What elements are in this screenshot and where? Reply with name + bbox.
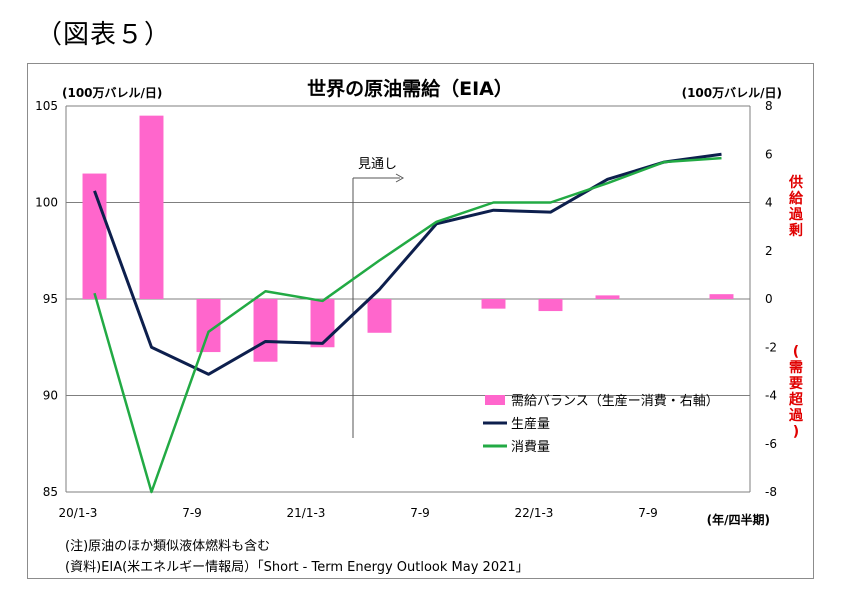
- y-left-tick-label: 95: [43, 292, 58, 306]
- balance-bar: [367, 299, 392, 333]
- forecast-arrowhead: [395, 173, 405, 183]
- balance-bar: [709, 294, 734, 299]
- balance-bar: [310, 299, 335, 348]
- x-unit-label: (年/四半期): [707, 512, 770, 527]
- x-tick-label: 20/1-3: [59, 506, 98, 520]
- balance-bar: [481, 299, 506, 309]
- chart-title: 世界の原油需給（EIA）: [307, 77, 513, 100]
- deficit-annotation: (需要超過): [788, 344, 804, 440]
- y-left-unit-label: (100万バレル/日): [62, 86, 162, 100]
- y-left-tick-label: 100: [35, 196, 58, 210]
- balance-bar: [196, 299, 221, 353]
- x-tick-label: 7-9: [182, 506, 202, 520]
- y-right-tick-label: -8: [765, 485, 777, 499]
- legend-swatch-bar: [485, 395, 505, 405]
- balance-bar: [595, 295, 620, 299]
- surplus-annotation: 供給過剰: [788, 174, 804, 239]
- chart-frame: [27, 63, 814, 579]
- production-line: [93, 152, 722, 376]
- y-right-tick-label: 8: [765, 99, 773, 113]
- source-text: (資料)EIA(米エネルギー情報局）「Short - Term Energy O…: [65, 560, 529, 575]
- y-right-tick-label: 0: [765, 292, 773, 306]
- legend-label: 消費量: [511, 440, 550, 455]
- figure-label: （図表５）: [36, 20, 172, 50]
- y-right-unit-label: (100万バレル/日): [682, 86, 782, 100]
- y-right-tick-label: -2: [765, 340, 777, 354]
- note-text: (注)原油のほか類似液体燃料も含む: [65, 539, 271, 554]
- x-tick-label: 21/1-3: [287, 506, 326, 520]
- y-left-tick-label: 90: [43, 389, 58, 403]
- y-left-tick-label: 85: [43, 485, 58, 499]
- y-right-tick-label: -4: [765, 389, 777, 403]
- legend-label: 需給バランス（生産ー消費・右軸）: [511, 393, 719, 409]
- balance-bar: [538, 299, 563, 312]
- y-right-tick-label: 2: [765, 244, 773, 258]
- x-tick-label: 7-9: [638, 506, 658, 520]
- y-right-tick-label: 4: [765, 196, 773, 210]
- x-tick-label: 7-9: [410, 506, 430, 520]
- legend-label: 生産量: [511, 416, 550, 432]
- balance-bar: [253, 299, 278, 362]
- y-right-tick-label: 6: [765, 147, 773, 161]
- y-left-tick-label: 105: [35, 99, 58, 113]
- x-tick-label: 22/1-3: [515, 506, 554, 520]
- y-right-tick-label: -6: [765, 437, 777, 451]
- balance-bar: [139, 115, 164, 300]
- consumption-line: [93, 156, 722, 494]
- forecast-label: 見通し: [358, 157, 397, 172]
